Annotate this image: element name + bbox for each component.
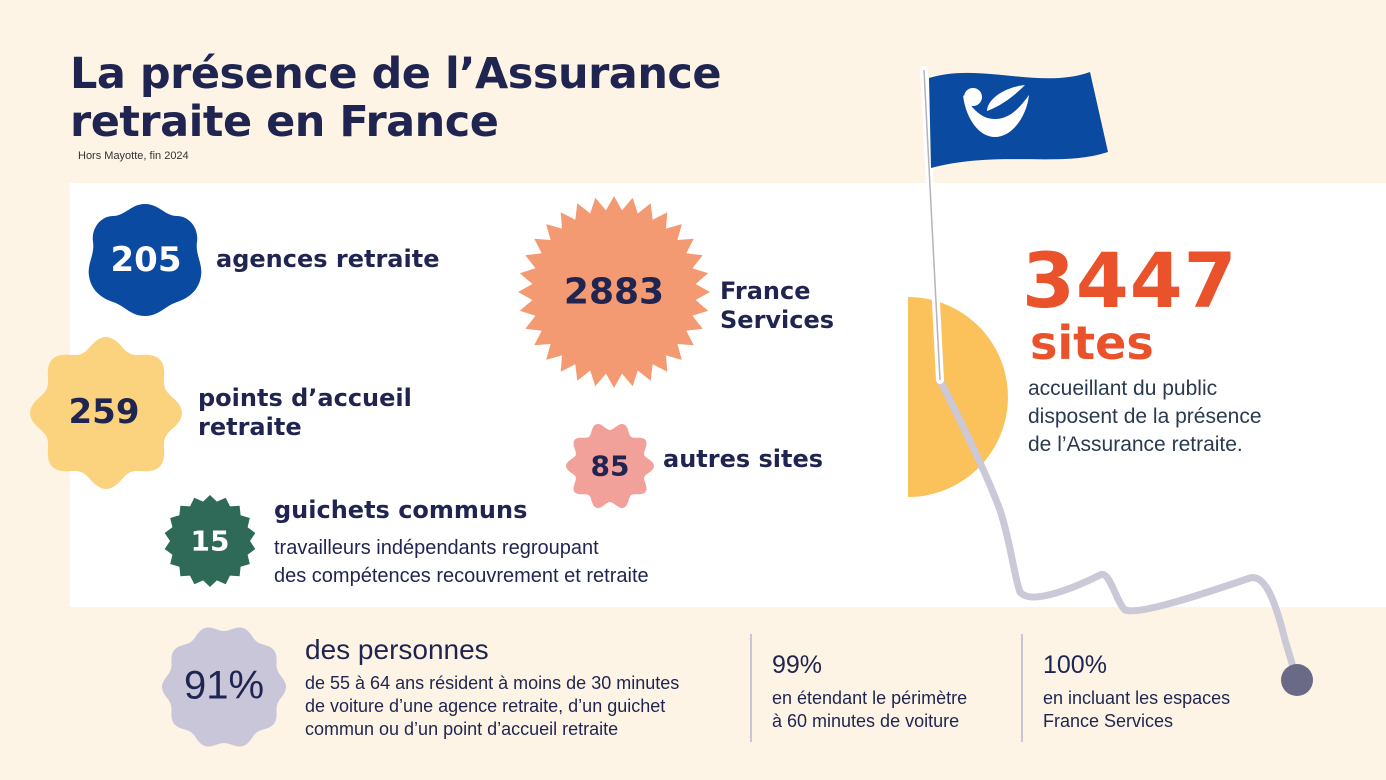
badge-205-shape	[88, 204, 202, 316]
pct2-desc-line1: en étendant le périmètre	[772, 688, 968, 708]
divider-2	[1021, 634, 1023, 742]
points-accueil-value: 259	[68, 392, 140, 432]
stats-panel	[70, 183, 1386, 607]
pct1-value: 91%	[183, 663, 265, 708]
points-accueil-label: points d’accueil retraite	[198, 384, 412, 442]
semicircle-shape	[908, 297, 1008, 497]
badge-259-shape	[30, 337, 182, 489]
guichets-description: travailleurs indépendants regroupant des…	[274, 534, 649, 590]
pct1-description: de 55 à 64 ans résident à moins de 30 mi…	[305, 672, 679, 741]
page-title-line1: La présence de l’Assurance	[70, 49, 722, 99]
badge-85-shape	[566, 423, 654, 509]
pct1-title: des personnes	[305, 634, 489, 665]
divider-1	[750, 634, 752, 742]
pct3-desc-line1: en incluant les espaces	[1043, 688, 1231, 708]
total-unit: sites	[1030, 316, 1154, 370]
pct1-desc-line3: commun ou d’un point d’accueil retraite	[305, 719, 619, 739]
points-accueil-label-line1: points d’accueil	[198, 384, 412, 412]
pct3-value: 100%	[1043, 651, 1107, 679]
page-title: La présence de l’Assurance retraite en F…	[70, 50, 830, 146]
pct1-desc-line2: de voiture d’une agence retraite, d’un g…	[305, 696, 666, 716]
journey-end-dot	[1281, 664, 1313, 696]
france-services-label-line1: France	[720, 277, 811, 305]
badge-15-shape	[164, 495, 256, 587]
pct3-description: en incluant les espaces France Services	[1043, 687, 1230, 733]
page-title-line2: retraite en France	[70, 97, 499, 147]
assurance-retraite-logo-icon	[963, 85, 1029, 137]
points-accueil-label-line2: retraite	[198, 413, 302, 441]
flag-pole	[920, 66, 944, 384]
france-services-value: 2883	[563, 271, 665, 313]
agences-label: agences retraite	[216, 245, 440, 273]
pct1-desc-line1: de 55 à 64 ans résident à moins de 30 mi…	[305, 673, 680, 693]
france-services-label: France Services	[720, 277, 834, 335]
total-description: accueillant du public disposent de la pr…	[1028, 375, 1358, 459]
badge-2883-shape	[518, 196, 710, 388]
autres-sites-label: autres sites	[663, 445, 824, 473]
guichets-value: 15	[190, 524, 230, 558]
badge-91-shape	[162, 627, 286, 747]
pct3-desc-line2: France Services	[1043, 711, 1174, 731]
pct2-description: en étendant le périmètre à 60 minutes de…	[772, 687, 967, 733]
guichets-desc-line1: travailleurs indépendants regroupant	[274, 537, 599, 559]
agences-value: 205	[110, 240, 182, 280]
total-desc-line1: accueillant du public	[1028, 377, 1218, 400]
guichets-desc-line2: des compétences recouvrement et retraite	[274, 565, 649, 587]
autres-sites-value: 85	[590, 449, 630, 483]
guichets-label: guichets communs	[274, 496, 528, 524]
pct2-desc-line2: à 60 minutes de voiture	[772, 711, 960, 731]
total-value: 3447	[1022, 236, 1238, 325]
page-subtitle: Hors Mayotte, fin 2024	[78, 150, 189, 162]
total-desc-line3: de l’Assurance retraite.	[1028, 433, 1243, 456]
total-desc-line2: disposent de la présence	[1028, 405, 1262, 428]
pct2-value: 99%	[772, 651, 823, 679]
flag-icon	[929, 72, 1108, 168]
france-services-label-line2: Services	[720, 306, 835, 334]
journey-path-line	[936, 376, 1301, 684]
